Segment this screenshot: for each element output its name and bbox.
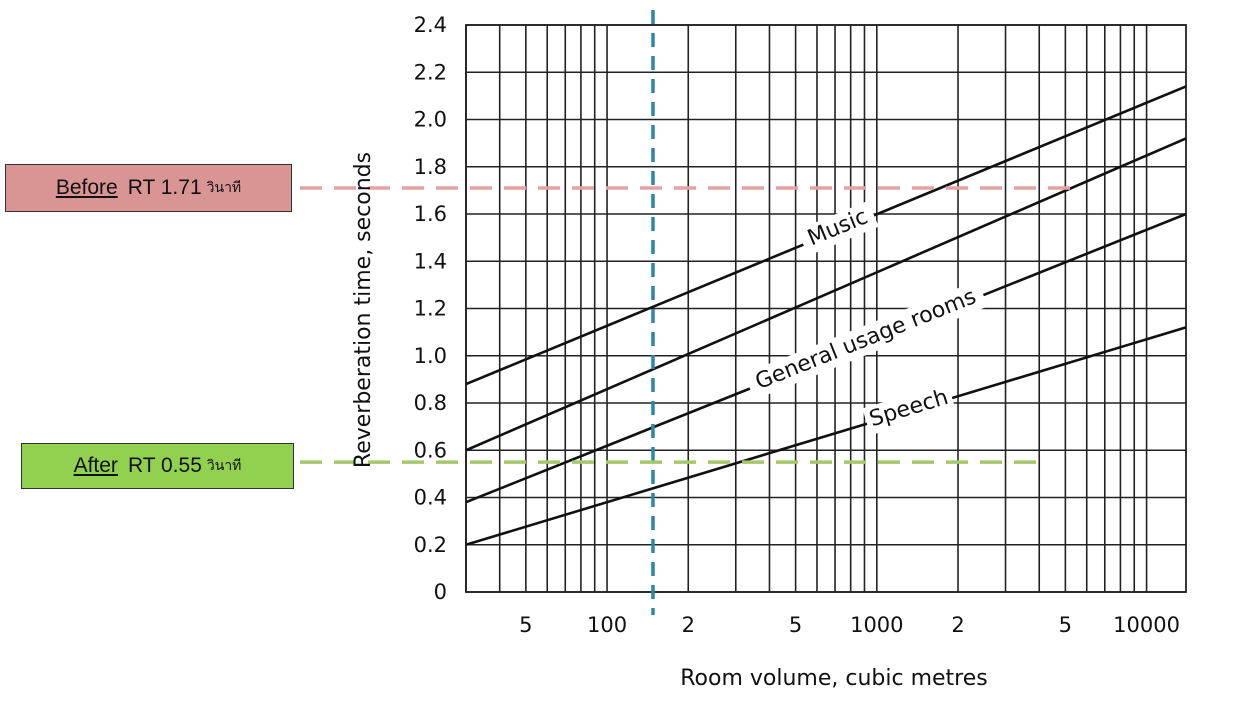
y-tick-labels: 0 0.2 0.4 0.6 0.8 1.0 1.2 1.4 1.6 1.8 2.0 2.2 2.4 [414,13,447,604]
x-tick-label: 2 [682,613,695,637]
y-tick-label: 1.4 [414,249,447,273]
x-axis-label: Room volume, cubic metres [680,666,987,691]
series-label-backing [797,200,879,256]
before-word: Before [55,176,118,199]
x-tick-label: 2 [951,613,964,637]
after-annotation: After RT 0.55 วินาที [21,443,294,489]
y-tick-label: 2.2 [414,60,447,84]
series-label-backing [862,382,956,436]
x-tick-labels: 5 100 2 5 1000 2 5 10000 [519,613,1180,637]
series-label-group: Music [797,200,879,256]
y-tick-label: 2.4 [414,13,447,37]
before-rt-text: RT 1.71 [127,176,202,199]
before-annotation: Before RT 1.71 วินาที [5,164,292,212]
x-tick-label: 100 [587,613,627,637]
series-label-general-usage-rooms: General usage rooms [752,284,980,395]
x-tick-label: 10000 [1113,613,1180,637]
reference-lines [300,10,1075,615]
x-tick-label: 5 [519,613,532,637]
y-tick-label: 0.2 [414,533,447,557]
series-label-group: General usage rooms [744,280,988,400]
y-tick-label: 0.4 [414,486,447,510]
y-tick-label: 1.6 [414,202,447,226]
x-tick-label: 1000 [850,613,903,637]
y-tick-label: 0.8 [414,391,447,415]
y-tick-label: 1.0 [414,344,447,368]
y-tick-label: 2.0 [414,108,447,132]
after-rt-text: RT 0.55 [127,454,202,477]
series-label-speech: Speech [866,385,951,432]
series-line-speech [465,326,1187,546]
x-tick-label: 5 [1059,613,1072,637]
y-axis-label: Reverberation time, seconds [351,152,376,468]
after-unit: วินาที [206,457,242,473]
series-label-music: Music [804,204,871,251]
y-tick-label: 0 [434,580,447,604]
plot-frame [465,24,1187,593]
y-tick-label: 1.8 [414,155,447,179]
before-unit: วินาที [206,179,242,195]
y-tick-label: 0.6 [414,438,447,462]
chart-series [465,85,1187,546]
y-tick-label: 1.2 [414,297,447,321]
after-word: After [73,454,118,477]
series-line-unlabeled [465,137,1187,452]
series-label-backing [744,280,988,400]
chart-grid [465,24,1187,593]
x-tick-label: 5 [789,613,802,637]
